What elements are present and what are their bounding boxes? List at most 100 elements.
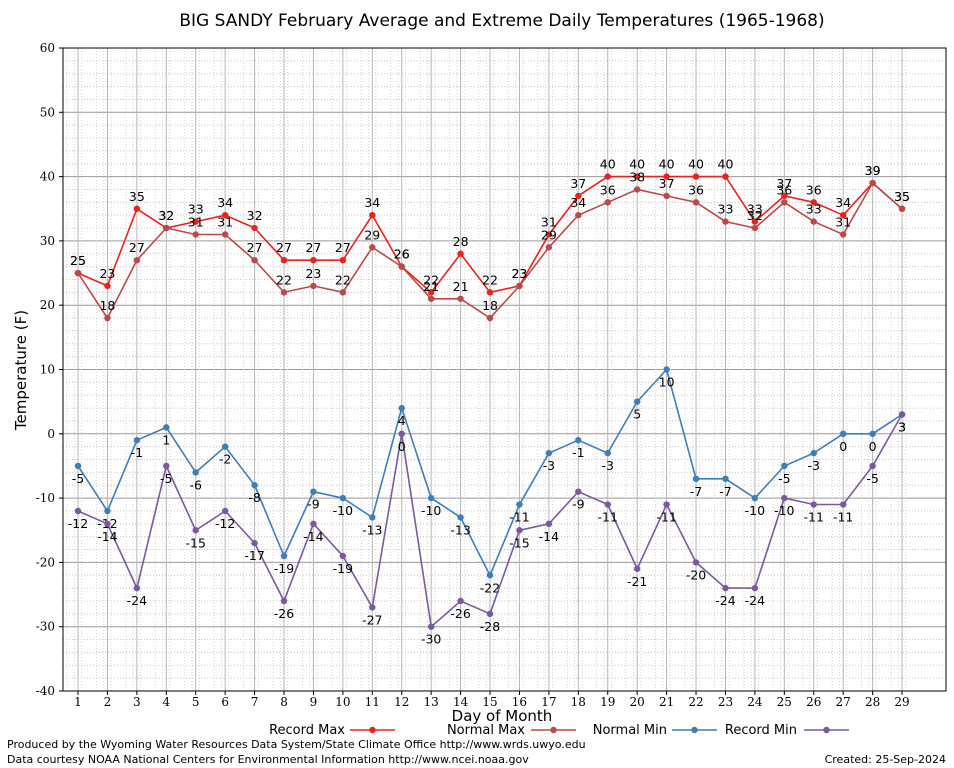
- data-label: -1: [572, 445, 584, 460]
- data-label: 31: [541, 214, 557, 229]
- data-label: -15: [186, 535, 206, 550]
- series-normal-min: -5-12-11-6-2-8-19-9-10-134-10-13-22-11-3…: [72, 366, 906, 595]
- data-point: [839, 211, 847, 219]
- data-point: [839, 501, 847, 508]
- data-label: 0: [869, 439, 877, 454]
- data-label: 1: [162, 432, 170, 447]
- data-label: 27: [305, 240, 321, 255]
- data-label: -11: [656, 510, 676, 525]
- data-label: 32: [747, 208, 763, 223]
- data-point: [221, 507, 229, 515]
- data-point: [839, 231, 847, 238]
- data-point: [339, 256, 347, 264]
- data-point: [898, 411, 906, 418]
- data-point: [369, 514, 376, 521]
- data-point: [898, 205, 906, 212]
- data-label: -3: [602, 458, 614, 473]
- data-label: -3: [543, 458, 555, 473]
- legend: Record Max Normal Max Normal Min Record Min: [269, 723, 849, 738]
- x-tick-label: 9: [310, 695, 318, 709]
- data-point: [663, 192, 670, 200]
- data-label: 40: [600, 157, 616, 172]
- x-tick-label: 29: [894, 695, 909, 709]
- legend-swatch-marker: [691, 726, 698, 734]
- data-point: [133, 437, 141, 444]
- x-axis-label: Day of Month: [452, 707, 553, 725]
- data-label: -5: [778, 471, 790, 486]
- data-point: [192, 527, 199, 534]
- x-tick-label: 16: [512, 695, 527, 709]
- data-point: [310, 256, 317, 264]
- data-label: 23: [511, 266, 527, 281]
- data-label: -10: [774, 503, 794, 518]
- data-label: 40: [629, 157, 645, 172]
- data-label: -24: [745, 593, 765, 608]
- data-point: [663, 173, 670, 180]
- data-label: -5: [72, 471, 84, 486]
- data-point: [545, 231, 553, 238]
- data-label: 23: [99, 266, 115, 281]
- legend-label: Record Min: [725, 723, 797, 738]
- x-tick-label: 3: [133, 695, 141, 709]
- data-label: -15: [509, 535, 529, 550]
- data-label: 5: [633, 407, 641, 422]
- data-point: [751, 494, 759, 502]
- legend-label: Normal Max: [447, 723, 525, 738]
- data-label: 37: [776, 176, 792, 191]
- data-point: [869, 179, 876, 187]
- data-label: 35: [894, 189, 910, 204]
- data-point: [163, 224, 170, 232]
- data-label: 34: [217, 195, 233, 210]
- data-point: [751, 224, 759, 232]
- data-label: 36: [806, 182, 822, 197]
- data-point: [516, 501, 523, 508]
- legend-item-record-min: Record Min: [725, 723, 849, 738]
- data-label: -19: [333, 561, 353, 576]
- data-point: [457, 514, 464, 521]
- data-point: [74, 269, 82, 277]
- data-label: 23: [511, 266, 527, 281]
- data-point: [604, 173, 611, 180]
- data-point: [692, 173, 700, 180]
- y-tick-label: 30: [40, 234, 55, 248]
- data-label: 3: [898, 420, 906, 435]
- data-point: [133, 256, 141, 264]
- x-tick-label: 21: [659, 695, 674, 709]
- x-tick-label: 8: [280, 695, 288, 709]
- data-label: -5: [866, 471, 878, 486]
- data-point: [457, 295, 464, 302]
- data-label: 25: [70, 253, 86, 268]
- data-label: 39: [865, 163, 881, 178]
- data-point: [221, 443, 229, 450]
- data-point: [104, 520, 111, 528]
- data-point: [310, 488, 317, 495]
- y-axis-label: Temperature (F): [12, 310, 30, 431]
- data-label: 22: [335, 272, 351, 287]
- data-label: -10: [421, 503, 441, 518]
- x-tick-label: 17: [541, 695, 556, 709]
- data-point: [869, 462, 876, 470]
- data-point: [604, 449, 611, 457]
- data-point: [781, 462, 788, 470]
- data-point: [310, 282, 317, 290]
- data-point: [133, 584, 141, 592]
- legend-item-record-max: Record Max: [269, 723, 395, 738]
- data-point: [545, 449, 553, 457]
- data-point: [486, 610, 494, 618]
- grid: [63, 47, 946, 692]
- data-point: [810, 199, 817, 206]
- data-label: 0: [398, 439, 406, 454]
- data-label: -24: [715, 593, 735, 608]
- data-label: 33: [806, 202, 822, 217]
- y-axis: -40 -30 -20 -10 0 10 20 30 40 50 60: [36, 41, 63, 698]
- data-point: [221, 211, 229, 219]
- data-point: [575, 211, 582, 219]
- data-label: 32: [158, 208, 174, 223]
- data-label: -14: [303, 529, 323, 544]
- data-point: [633, 398, 641, 405]
- y-tick-label: 20: [40, 298, 55, 312]
- data-label: -13: [362, 522, 382, 537]
- data-point: [280, 256, 288, 264]
